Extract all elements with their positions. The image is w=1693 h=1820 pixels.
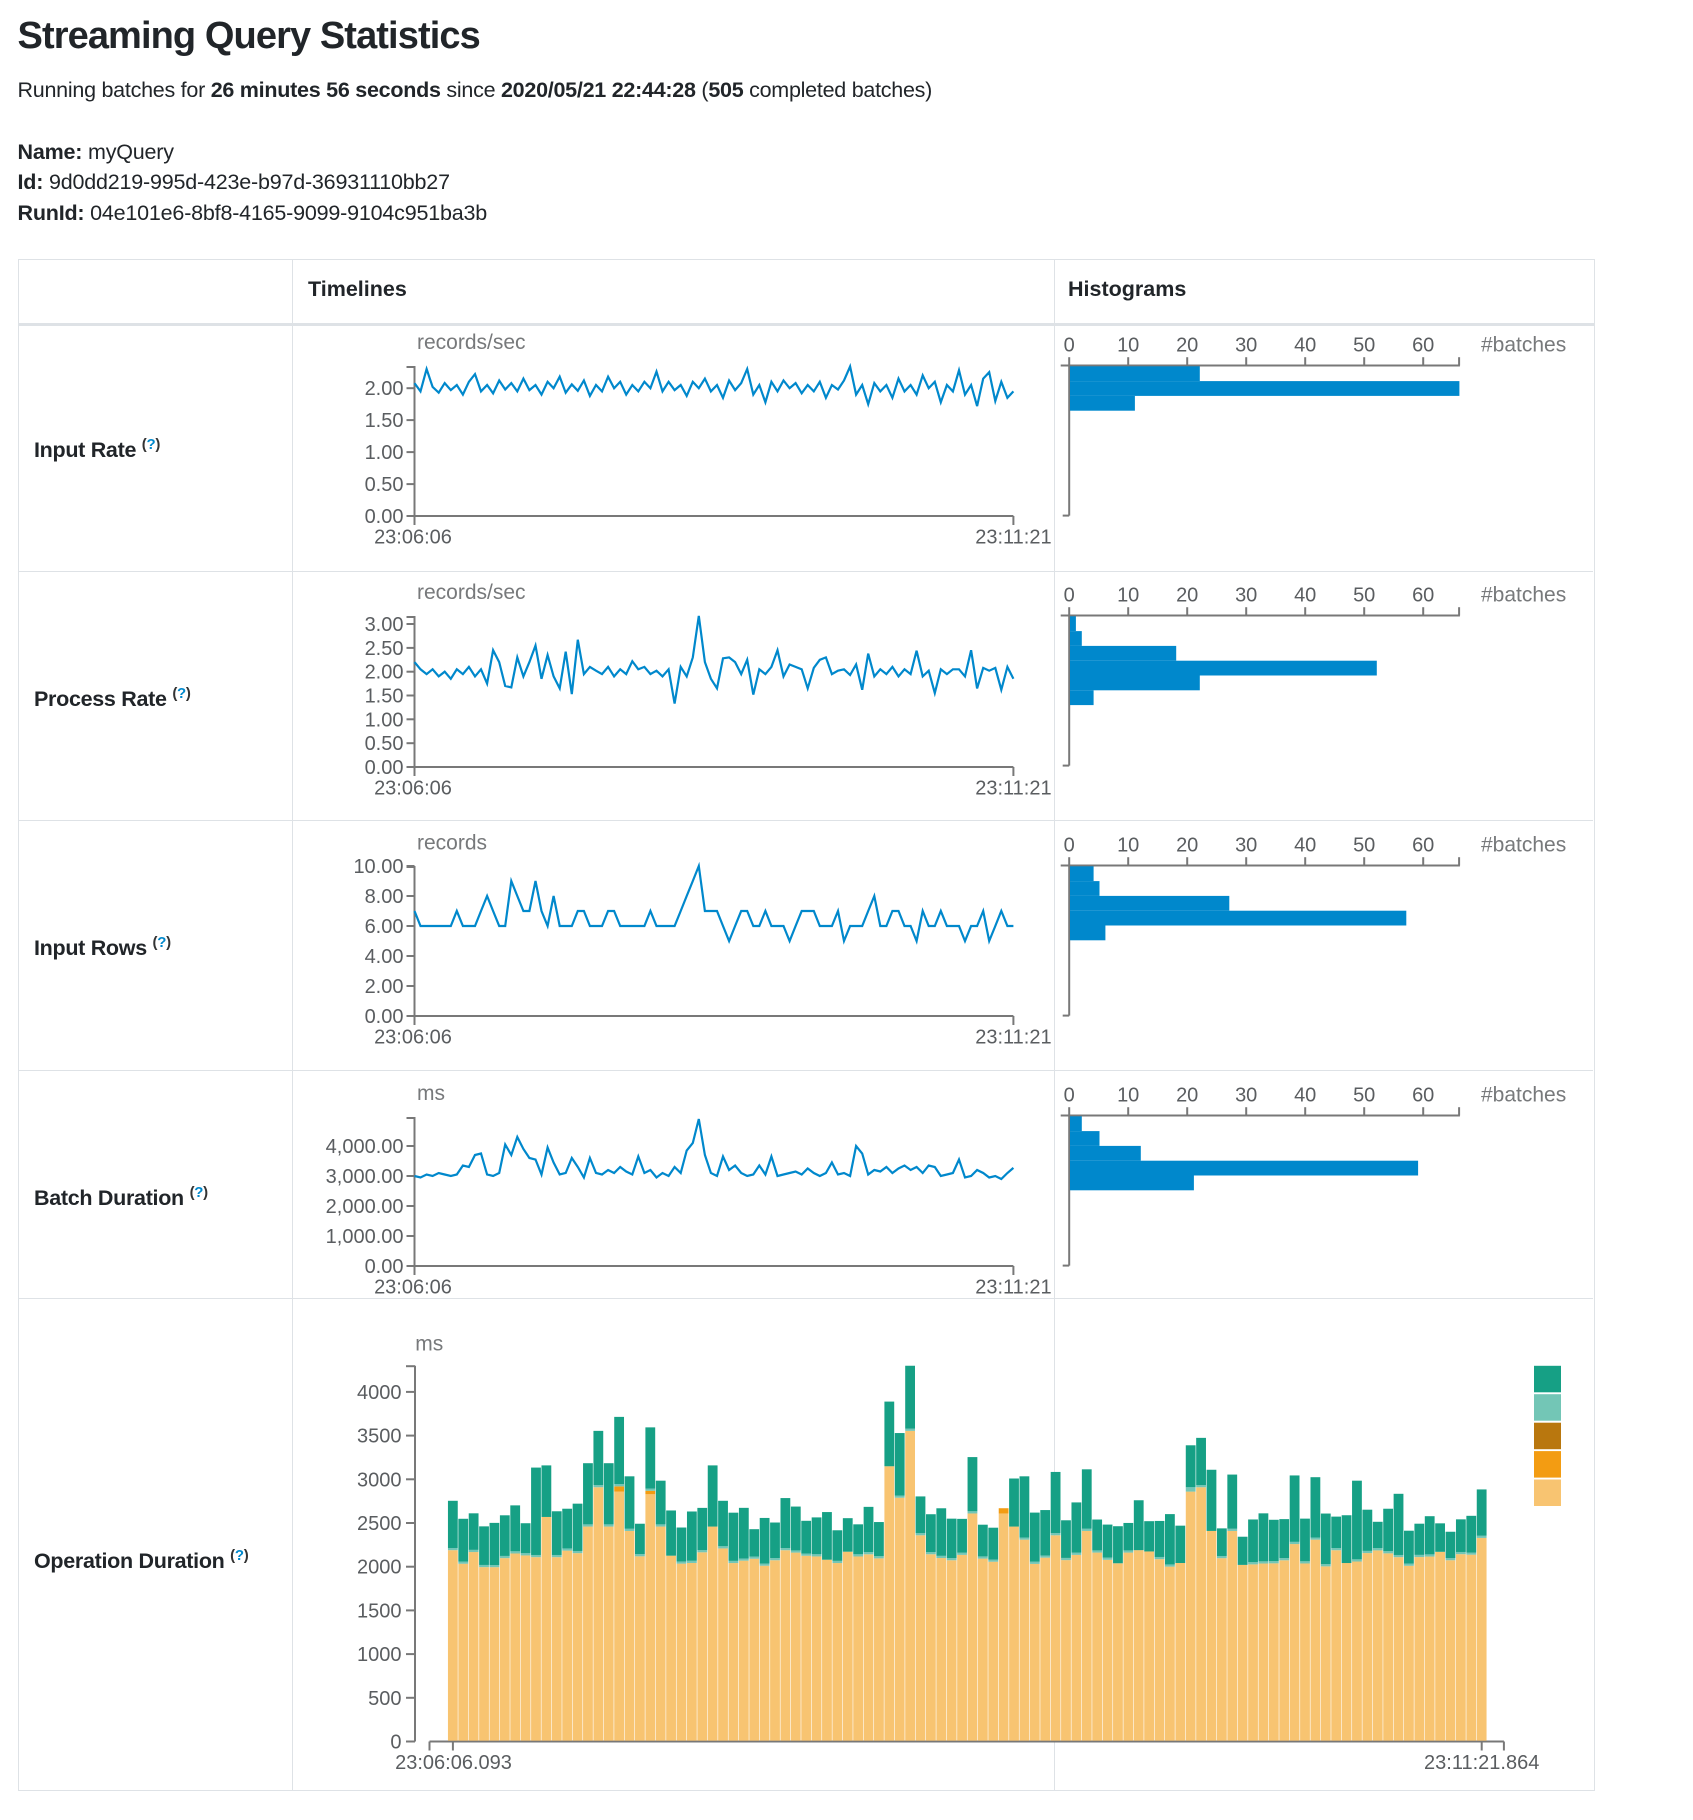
- svg-text:20: 20: [1176, 585, 1198, 607]
- svg-text:6.00: 6.00: [365, 916, 404, 938]
- svg-text:500: 500: [368, 1688, 401, 1710]
- svg-text:50: 50: [1353, 1085, 1375, 1107]
- svg-text:records: records: [417, 832, 487, 855]
- svg-text:0.50: 0.50: [365, 733, 404, 755]
- svg-text:1.00: 1.00: [365, 442, 404, 464]
- svg-text:10: 10: [1117, 1085, 1139, 1107]
- svg-text:1.50: 1.50: [365, 686, 404, 708]
- svg-text:0: 0: [390, 1732, 401, 1754]
- svg-text:1,000.00: 1,000.00: [326, 1226, 404, 1248]
- svg-text:23:11:21: 23:11:21: [975, 527, 1051, 549]
- svg-text:23:11:21: 23:11:21: [975, 1027, 1051, 1049]
- svg-text:#batches: #batches: [1481, 584, 1566, 607]
- svg-text:0.00: 0.00: [365, 506, 404, 528]
- svg-text:ms: ms: [415, 1333, 443, 1356]
- svg-text:2500: 2500: [357, 1513, 402, 1535]
- svg-text:30: 30: [1235, 835, 1257, 857]
- svg-text:30: 30: [1235, 585, 1257, 607]
- svg-text:60: 60: [1412, 335, 1434, 357]
- svg-text:40: 40: [1294, 1085, 1316, 1107]
- svg-text:2,000.00: 2,000.00: [326, 1196, 404, 1218]
- svg-text:0.00: 0.00: [365, 1256, 404, 1278]
- svg-text:8.00: 8.00: [365, 886, 404, 908]
- svg-text:2.00: 2.00: [365, 378, 404, 400]
- svg-text:23:06:06.093: 23:06:06.093: [395, 1752, 512, 1774]
- svg-text:10: 10: [1117, 585, 1139, 607]
- svg-text:50: 50: [1353, 585, 1375, 607]
- svg-text:30: 30: [1235, 1085, 1257, 1107]
- svg-text:23:06:06: 23:06:06: [374, 778, 452, 800]
- svg-text:0: 0: [1064, 585, 1075, 607]
- svg-text:60: 60: [1412, 585, 1434, 607]
- svg-text:3500: 3500: [357, 1426, 402, 1448]
- svg-text:23:06:06: 23:06:06: [374, 1027, 452, 1049]
- svg-text:3000: 3000: [357, 1469, 402, 1491]
- svg-text:23:11:21.864: 23:11:21.864: [1424, 1752, 1539, 1774]
- svg-text:#batches: #batches: [1481, 334, 1566, 357]
- svg-text:40: 40: [1294, 835, 1316, 857]
- svg-text:3,000.00: 3,000.00: [326, 1166, 404, 1188]
- svg-text:2.50: 2.50: [365, 638, 404, 660]
- svg-text:0: 0: [1064, 335, 1075, 357]
- svg-text:50: 50: [1353, 335, 1375, 357]
- svg-text:ms: ms: [417, 1082, 445, 1105]
- svg-text:40: 40: [1294, 585, 1316, 607]
- svg-text:4000: 4000: [357, 1382, 402, 1404]
- svg-text:50: 50: [1353, 835, 1375, 857]
- svg-text:2.00: 2.00: [365, 662, 404, 684]
- svg-text:40: 40: [1294, 335, 1316, 357]
- svg-text:1.50: 1.50: [365, 410, 404, 432]
- svg-text:1500: 1500: [357, 1600, 402, 1622]
- svg-text:2000: 2000: [357, 1557, 402, 1579]
- svg-text:1000: 1000: [357, 1644, 402, 1666]
- svg-text:#batches: #batches: [1481, 1084, 1566, 1107]
- svg-text:0.00: 0.00: [365, 1006, 404, 1028]
- svg-text:30: 30: [1235, 335, 1257, 357]
- svg-text:0.00: 0.00: [365, 757, 404, 779]
- svg-text:20: 20: [1176, 835, 1198, 857]
- svg-text:0: 0: [1064, 835, 1075, 857]
- svg-text:60: 60: [1412, 1085, 1434, 1107]
- svg-text:23:11:21: 23:11:21: [975, 1277, 1051, 1299]
- svg-text:records/sec: records/sec: [417, 331, 526, 354]
- svg-text:10: 10: [1117, 335, 1139, 357]
- svg-text:0.50: 0.50: [365, 474, 404, 496]
- svg-text:#batches: #batches: [1481, 834, 1566, 857]
- svg-text:4,000.00: 4,000.00: [326, 1136, 404, 1158]
- svg-text:0: 0: [1064, 1085, 1075, 1107]
- svg-text:20: 20: [1176, 1085, 1198, 1107]
- svg-text:4.00: 4.00: [365, 946, 404, 968]
- svg-text:23:06:06: 23:06:06: [374, 527, 452, 549]
- svg-text:records/sec: records/sec: [417, 581, 526, 604]
- svg-text:60: 60: [1412, 835, 1434, 857]
- svg-text:20: 20: [1176, 335, 1198, 357]
- svg-text:10: 10: [1117, 835, 1139, 857]
- svg-text:2.00: 2.00: [365, 976, 404, 998]
- svg-text:1.00: 1.00: [365, 709, 404, 731]
- svg-text:23:06:06: 23:06:06: [374, 1277, 452, 1299]
- svg-text:10.00: 10.00: [353, 856, 403, 878]
- svg-text:23:11:21: 23:11:21: [975, 778, 1051, 800]
- svg-text:3.00: 3.00: [365, 614, 404, 636]
